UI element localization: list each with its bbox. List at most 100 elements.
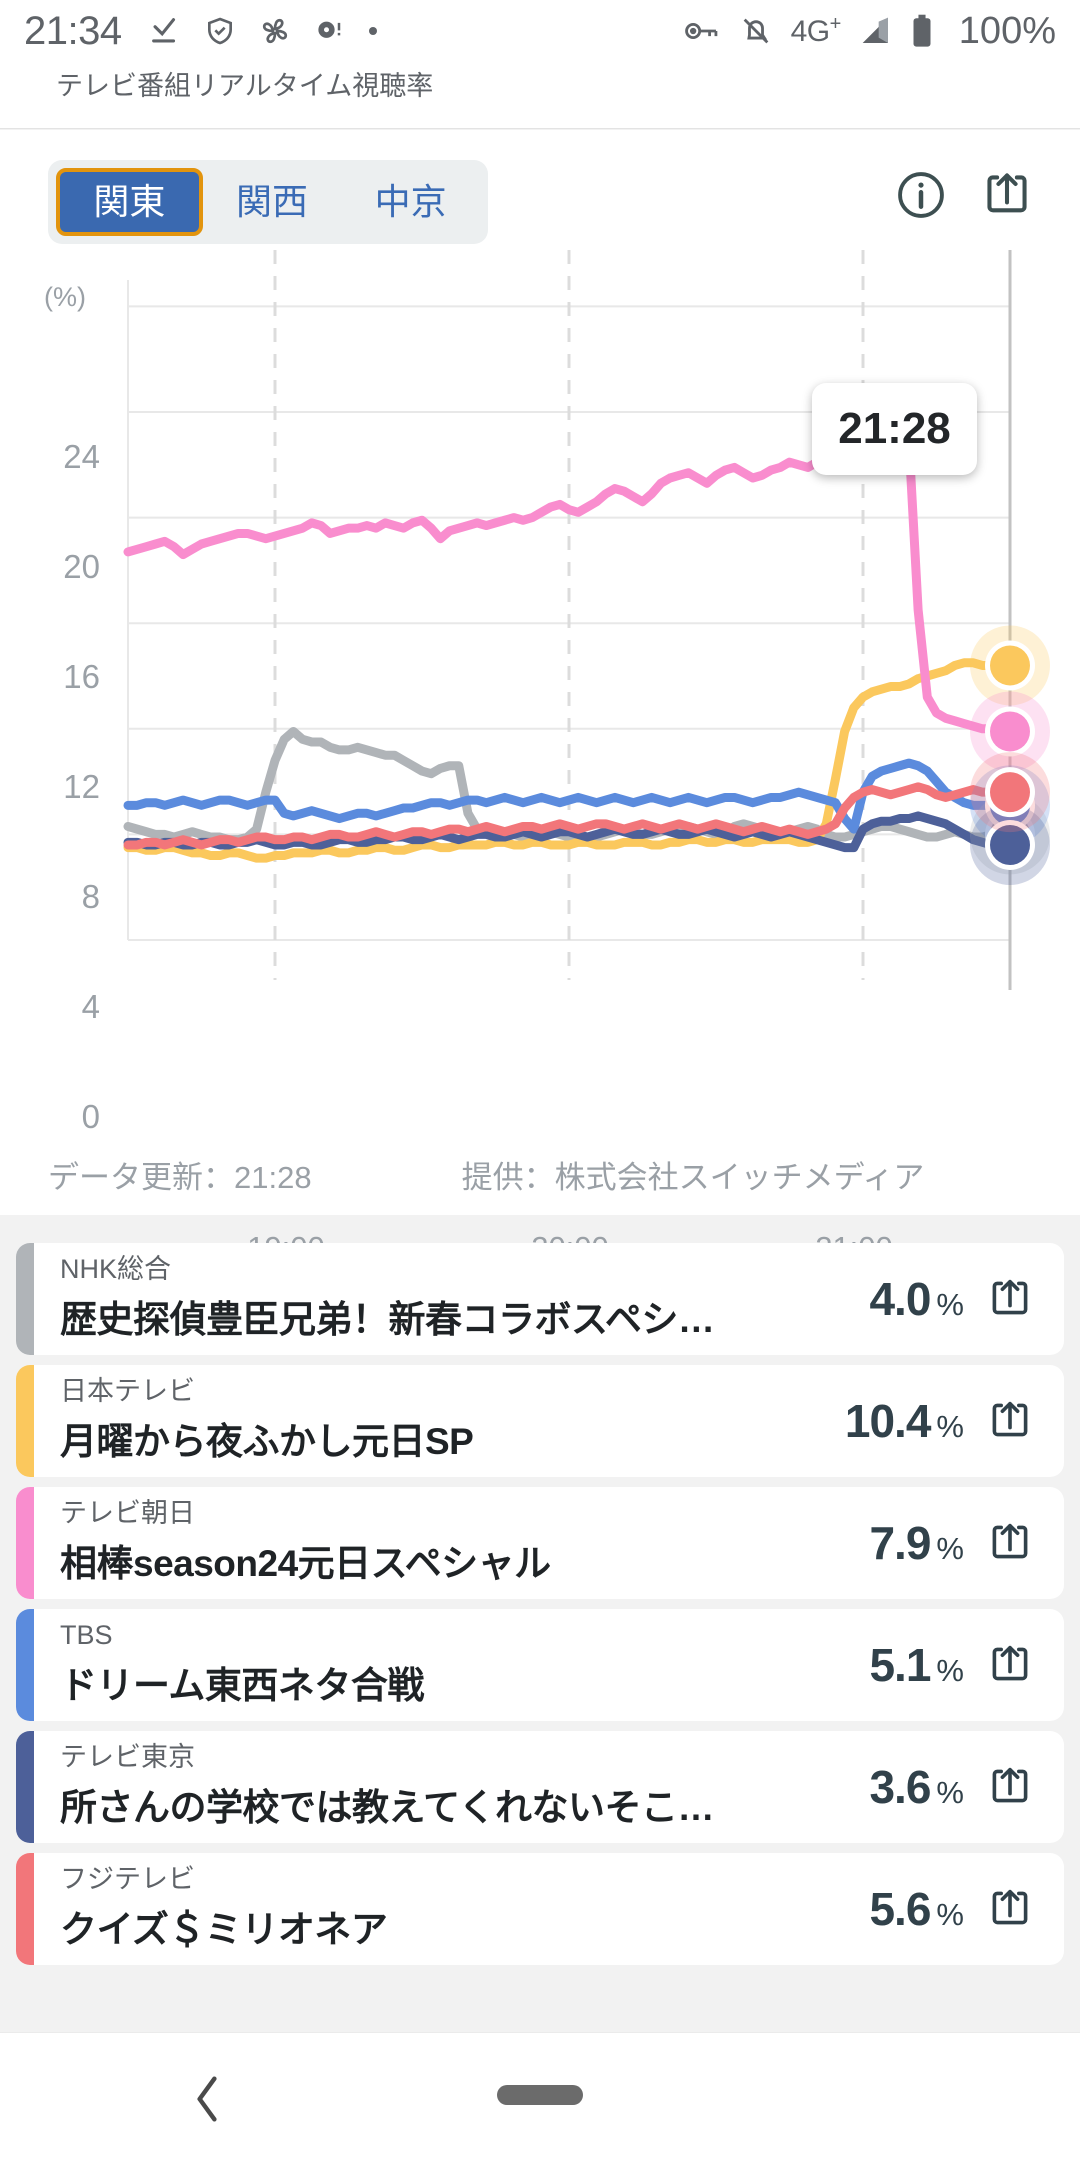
series-endpoint-dot[interactable]	[990, 711, 1030, 752]
fan-icon	[258, 14, 292, 48]
program-rating: 7.9%	[869, 1516, 964, 1570]
station-name: NHK総合	[60, 1253, 172, 1284]
rating-value: 10.4	[844, 1395, 932, 1447]
program-row[interactable]: テレビ朝日相棒season24元日スペシャル 7.9%	[16, 1487, 1064, 1599]
series-color-swatch	[16, 1243, 34, 1355]
program-texts: テレビ東京 所さんの学校では教えてくれないそこんト…	[60, 1743, 740, 1831]
series-line	[123, 811, 1015, 853]
dot-icon	[366, 24, 380, 38]
rating-unit: %	[936, 1409, 964, 1444]
status-right-icons: 4G+ 100%	[683, 10, 1056, 53]
y-tick-0: 0	[81, 1098, 100, 1135]
rating-unit: %	[936, 1653, 964, 1688]
tab-kanto[interactable]: 関東	[56, 168, 203, 236]
signal-icon	[859, 15, 893, 47]
series-line	[123, 782, 1015, 850]
data-update-label: データ更新：21:28	[48, 1160, 312, 1195]
series-endpoint-dot[interactable]	[990, 772, 1030, 813]
rating-value: 4.0	[869, 1273, 931, 1325]
share-icon[interactable]	[986, 1885, 1034, 1933]
program-rating: 5.1%	[869, 1638, 964, 1692]
program-title: クイズ＄ミリオネア	[60, 1908, 388, 1950]
check-download-icon	[148, 14, 182, 48]
y-tick-16: 16	[63, 658, 100, 695]
program-row[interactable]: TBS ドリーム東西ネタ合戦 5.1%	[16, 1609, 1064, 1721]
rating-unit: %	[936, 1897, 964, 1932]
data-provider-label: 提供：株式会社スイッチメディア	[461, 1160, 925, 1195]
battery-percent: 100%	[958, 9, 1056, 52]
back-icon[interactable]	[190, 2075, 224, 2123]
status-clock: 21:34	[24, 8, 122, 53]
series-line	[123, 658, 1015, 863]
network-type-label: 4G+	[790, 13, 842, 48]
info-icon[interactable]	[894, 168, 948, 222]
program-list: NHK総合 歴史探偵豊臣兄弟！新春コラボスペシャル 4.0% 日本テレビ 月曜から夜ふか…	[0, 1243, 1080, 1975]
chart-card: 関東 関西 中京 (%) 24 20 1	[0, 130, 1080, 1265]
program-rating: 3.6%	[869, 1760, 964, 1814]
program-row[interactable]: フジテレビクイズ＄ミリオネア 5.6%	[16, 1853, 1064, 1965]
rating-value: 5.1	[869, 1639, 931, 1691]
shield-icon	[204, 15, 236, 47]
chart-actions	[894, 168, 1034, 222]
series-color-swatch	[16, 1731, 34, 1843]
rating-value: 5.6	[869, 1883, 931, 1935]
series-endpoint-dot[interactable]	[990, 645, 1030, 686]
series-color-swatch	[16, 1365, 34, 1477]
notifications-off-icon	[739, 14, 773, 48]
station-name: テレビ朝日	[60, 1497, 195, 1528]
program-row[interactable]: 日本テレビ月曜から夜ふかし元日SP 10.4%	[16, 1365, 1064, 1477]
program-texts: NHK総合 歴史探偵豊臣兄弟！新春コラボスペシャル	[60, 1253, 740, 1343]
program-rating: 10.4%	[845, 1394, 964, 1448]
program-texts: TBS ドリーム東西ネタ合戦	[60, 1619, 740, 1709]
status-bar: 21:34	[0, 0, 1080, 62]
chart-footer: データ更新：21:28 提供：株式会社スイッチメディア	[0, 1152, 1080, 1197]
rating-unit: %	[936, 1531, 964, 1566]
series-color-swatch	[16, 1487, 34, 1599]
program-rating: 4.0%	[869, 1272, 964, 1326]
program-rating: 5.6%	[869, 1882, 964, 1936]
y-axis-unit-label: (%)	[44, 282, 86, 312]
system-nav-bar	[0, 2032, 1080, 2160]
program-title: 相棒season24元日スペシャル	[60, 1542, 551, 1584]
program-row[interactable]: テレビ東京 所さんの学校では教えてくれないそこんト… 3.6%	[16, 1731, 1064, 1843]
rating-line-chart[interactable]	[0, 250, 1080, 1210]
y-tick-24: 24	[63, 438, 100, 475]
rating-unit: %	[936, 1775, 964, 1810]
share-icon[interactable]	[986, 1763, 1034, 1811]
program-title: 月曜から夜ふかし元日SP	[60, 1420, 474, 1462]
home-pill[interactable]	[497, 2085, 583, 2105]
rating-value: 7.9	[869, 1517, 931, 1569]
rating-value: 3.6	[869, 1761, 931, 1813]
program-texts: テレビ朝日相棒season24元日スペシャル	[60, 1497, 740, 1587]
series-endpoint-dot[interactable]	[990, 824, 1030, 865]
program-row[interactable]: NHK総合 歴史探偵豊臣兄弟！新春コラボスペシャル 4.0%	[16, 1243, 1064, 1355]
y-tick-8: 8	[81, 878, 100, 915]
tab-chukyo[interactable]: 中京	[374, 181, 447, 222]
app-bar: テレビ番組リアルタイム視聴率	[0, 62, 1080, 129]
program-title: ドリーム東西ネタ合戦	[60, 1664, 424, 1706]
series-color-swatch	[16, 1853, 34, 1965]
program-texts: 日本テレビ月曜から夜ふかし元日SP	[60, 1375, 740, 1465]
station-name: フジテレビ	[60, 1863, 195, 1894]
page-title: テレビ番組リアルタイム視聴率	[56, 71, 434, 101]
share-icon[interactable]	[986, 1397, 1034, 1445]
y-tick-12: 12	[63, 768, 100, 805]
time-cursor-tooltip: 21:28	[812, 383, 977, 475]
program-title: 所さんの学校では教えてくれないそこんト…	[60, 1786, 740, 1828]
y-tick-4: 4	[81, 988, 100, 1025]
share-icon[interactable]	[986, 1519, 1034, 1567]
share-icon[interactable]	[986, 1641, 1034, 1689]
battery-icon	[911, 14, 933, 48]
status-left-icons	[148, 14, 380, 48]
station-name: TBS	[60, 1619, 113, 1650]
program-texts: フジテレビクイズ＄ミリオネア	[60, 1863, 740, 1953]
tab-kansai[interactable]: 関西	[236, 181, 309, 222]
dot-alert-icon	[314, 16, 344, 46]
y-tick-20: 20	[63, 548, 100, 585]
rating-unit: %	[936, 1287, 964, 1322]
share-icon[interactable]	[980, 168, 1034, 222]
station-name: 日本テレビ	[60, 1375, 195, 1406]
share-icon[interactable]	[986, 1275, 1034, 1323]
series-color-swatch	[16, 1609, 34, 1721]
